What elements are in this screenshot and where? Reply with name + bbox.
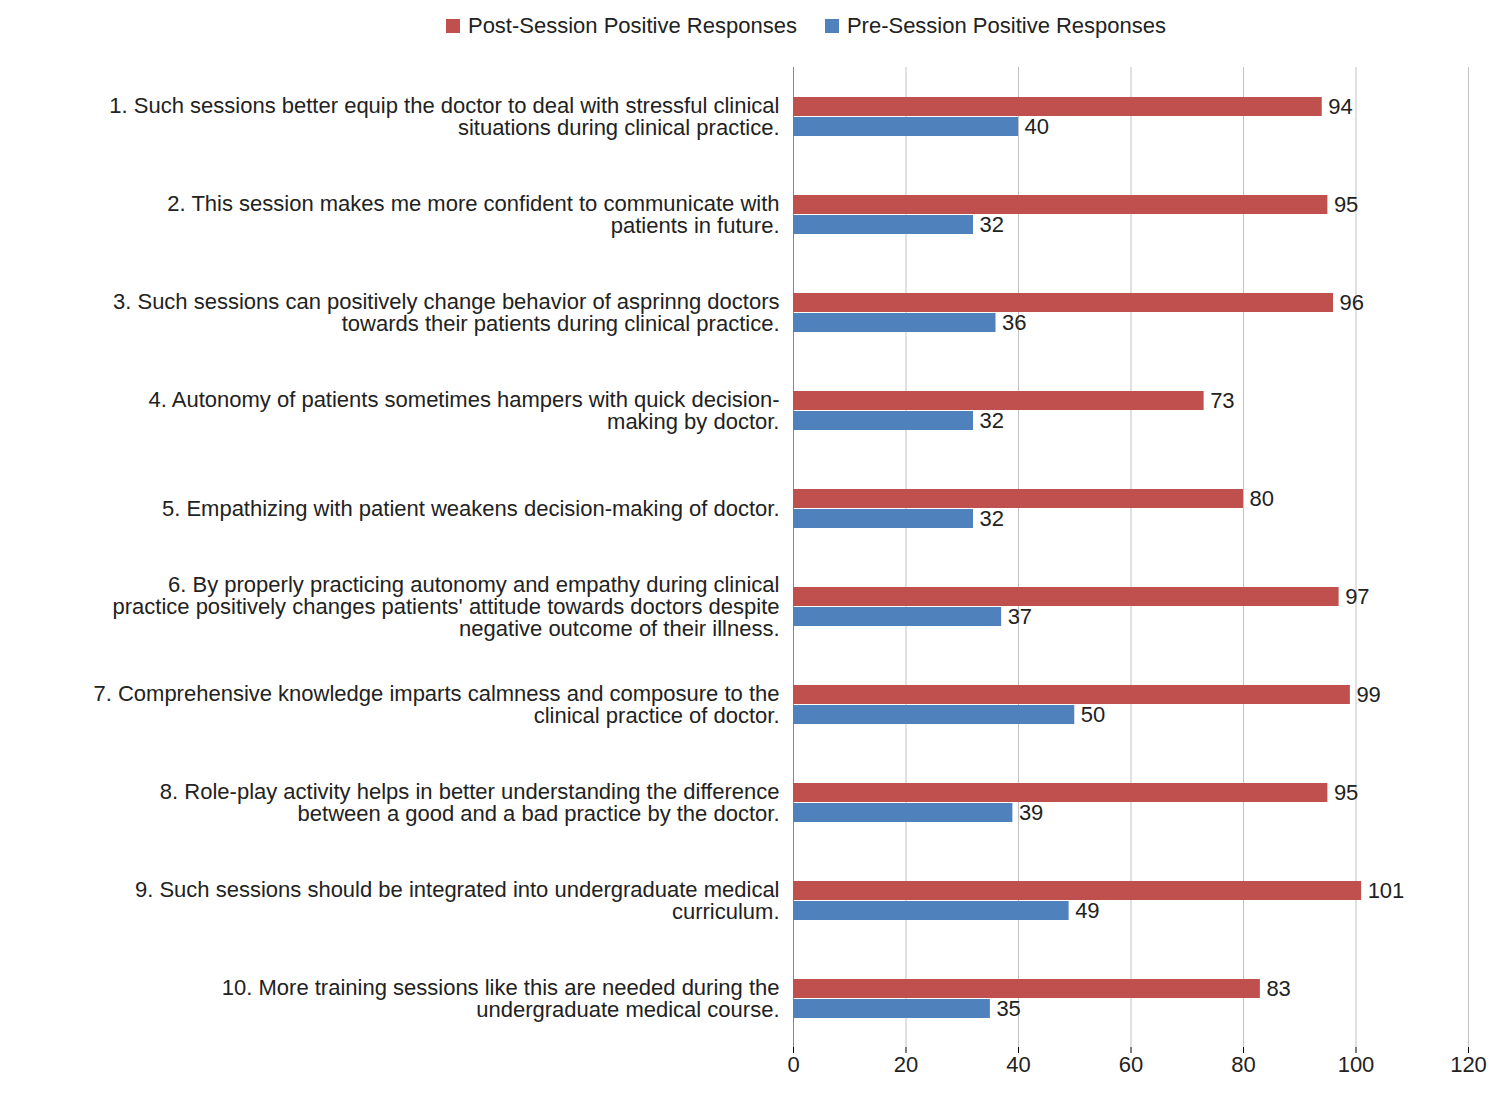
- svg-text:39: 39: [1019, 800, 1043, 825]
- svg-text:80: 80: [1231, 1052, 1255, 1077]
- svg-text:80: 80: [1250, 486, 1274, 511]
- svg-text:50: 50: [1081, 702, 1105, 727]
- svg-text:20: 20: [894, 1052, 918, 1077]
- svg-text:8. Role-play activity helps in: 8. Role-play activity helps in better un…: [160, 779, 780, 826]
- svg-text:40: 40: [1025, 114, 1049, 139]
- svg-text:0: 0: [787, 1052, 799, 1077]
- svg-text:120: 120: [1450, 1052, 1487, 1077]
- svg-text:60: 60: [1119, 1052, 1143, 1077]
- svg-text:96: 96: [1340, 290, 1364, 315]
- svg-text:95: 95: [1334, 780, 1358, 805]
- svg-text:36: 36: [1002, 310, 1026, 335]
- svg-text:73: 73: [1210, 388, 1234, 413]
- svg-text:99: 99: [1356, 682, 1380, 707]
- html-text:Pre-Session Positive Responses: Pre-Session Positive Responses: [846, 13, 1166, 38]
- svg-text:5. Empathizing with patient we: 5. Empathizing with patient weakens deci…: [162, 496, 780, 521]
- svg-text:40: 40: [1006, 1052, 1030, 1077]
- svg-text:97: 97: [1345, 584, 1369, 609]
- svg-text:10. More training sessions lik: 10. More training sessions like this are…: [222, 975, 780, 1022]
- svg-text:101: 101: [1368, 878, 1405, 903]
- svg-text:4. Autonomy of patients someti: 4. Autonomy of patients sometimes hamper…: [149, 387, 780, 434]
- svg-text:49: 49: [1075, 898, 1099, 923]
- svg-text:6. By properly practicing auto: 6. By properly practicing autonomy and e…: [112, 572, 779, 641]
- svg-text:83: 83: [1266, 976, 1290, 1001]
- svg-text:1. Such sessions better equip: 1. Such sessions better equip the doctor…: [109, 93, 779, 140]
- svg-text:94: 94: [1328, 94, 1352, 119]
- svg-text:3. Such sessions can positivel: 3. Such sessions can positively change b…: [113, 289, 780, 336]
- svg-text:2. This session makes me more: 2. This session makes me more confident …: [167, 191, 779, 238]
- svg-text:37: 37: [1008, 604, 1032, 629]
- svg-text:35: 35: [996, 996, 1020, 1021]
- svg-text:32: 32: [980, 408, 1004, 433]
- svg-text:32: 32: [980, 506, 1004, 531]
- svg-text:9. Such sessions should be int: 9. Such sessions should be integrated in…: [135, 877, 780, 924]
- svg-text:95: 95: [1334, 192, 1358, 217]
- svg-text:32: 32: [980, 212, 1004, 237]
- svg-text:7. Comprehensive knowledge imp: 7. Comprehensive knowledge imparts calmn…: [93, 681, 779, 728]
- html-text:Post-Session Positive Response: Post-Session Positive Responses: [468, 13, 797, 38]
- svg-text:100: 100: [1338, 1052, 1375, 1077]
